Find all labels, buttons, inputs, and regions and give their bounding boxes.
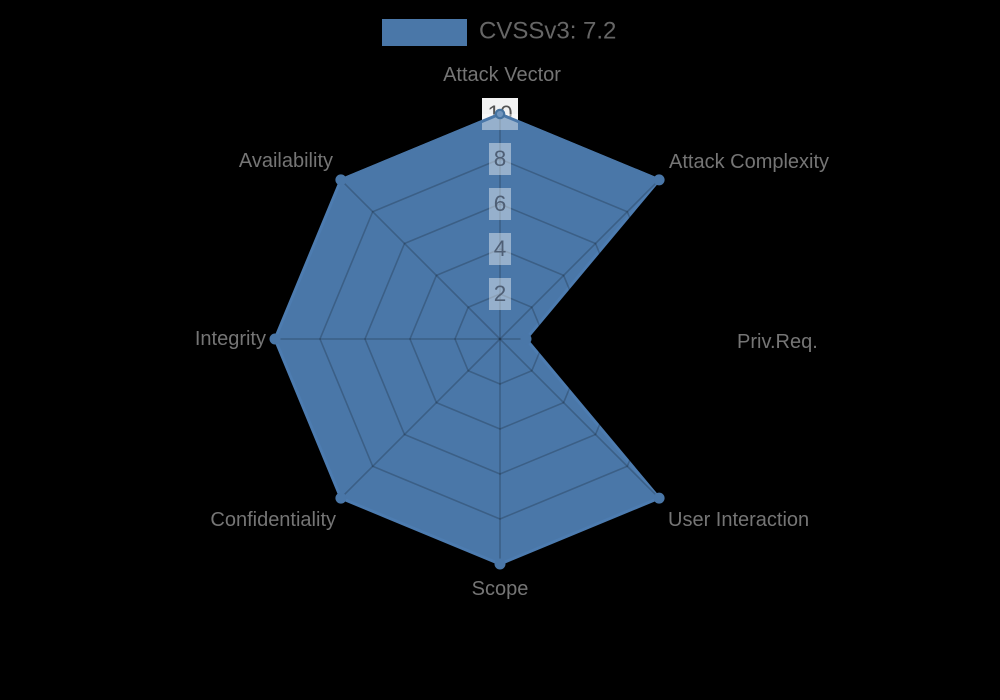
svg-text:Priv.Req.: Priv.Req.: [737, 331, 818, 353]
svg-text:2: 2: [494, 281, 507, 306]
svg-text:Availability: Availability: [239, 150, 333, 172]
svg-text:Confidentiality: Confidentiality: [210, 509, 336, 531]
svg-text:8: 8: [494, 146, 507, 171]
svg-text:Scope: Scope: [472, 578, 529, 600]
svg-text:User Interaction: User Interaction: [668, 509, 809, 531]
svg-text:Integrity: Integrity: [195, 328, 266, 350]
svg-text:4: 4: [494, 236, 507, 261]
svg-text:CVSSv3: 7.2: CVSSv3: 7.2: [479, 18, 616, 45]
svg-text:6: 6: [494, 191, 507, 216]
svg-text:Attack Complexity: Attack Complexity: [669, 151, 829, 173]
svg-text:Attack Vector: Attack Vector: [443, 64, 561, 86]
